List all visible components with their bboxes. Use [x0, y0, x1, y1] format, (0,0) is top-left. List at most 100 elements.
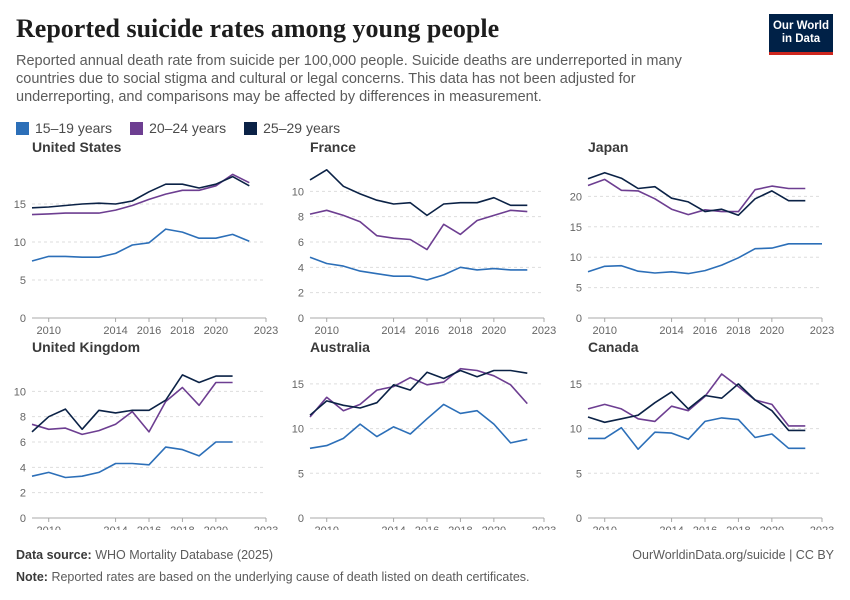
series-line: [309, 169, 528, 217]
x-tick-label: 2016: [693, 525, 717, 530]
data-source: Data source: WHO Mortality Database (202…: [16, 548, 273, 562]
x-tick-label: 2023: [532, 325, 556, 337]
y-tick-label: 10: [292, 424, 304, 436]
x-tick-label: 2010: [592, 325, 616, 337]
y-tick-label: 0: [20, 313, 26, 325]
chart-panel: Japan 0 5 10 15 20 2010 2014 2016 2018 2020 2023: [570, 140, 834, 337]
series-line: [587, 171, 806, 216]
legend-item-15-19[interactable]: 15–19 years: [16, 120, 112, 136]
x-tick-label: 2018: [170, 525, 194, 530]
note-value: Reported rates are based on the underlyi…: [51, 570, 530, 584]
owid-logo[interactable]: Our World in Data: [769, 14, 833, 55]
chart-panel: United States 0 5 10 15 2010 2014 2016 2018 2020 2…: [14, 140, 278, 337]
x-tick-label: 2010: [592, 525, 616, 530]
logo-line2: in Data: [781, 33, 821, 45]
x-tick-label: 2016: [137, 525, 161, 530]
x-tick-label: 2020: [760, 525, 784, 530]
x-tick-label: 2020: [482, 325, 506, 337]
y-tick-label: 8: [20, 412, 26, 424]
series-line: [31, 173, 250, 216]
y-tick-label: 5: [298, 468, 304, 480]
y-tick-label: 8: [298, 212, 304, 224]
y-tick-label: 10: [570, 252, 582, 264]
series-line: [588, 417, 806, 450]
x-tick-label: 2018: [448, 325, 472, 337]
y-tick-label: 6: [20, 437, 26, 449]
y-tick-label: 10: [570, 424, 582, 436]
x-tick-label: 2020: [760, 325, 784, 337]
y-tick-label: 0: [576, 513, 582, 525]
legend-label: 20–24 years: [149, 120, 227, 136]
credit-link[interactable]: OurWorldinData.org/suicide | CC BY: [632, 548, 834, 562]
series-line: [31, 441, 233, 479]
x-tick-label: 2023: [532, 525, 556, 530]
series-line: [309, 256, 528, 281]
x-tick-label: 2016: [693, 325, 717, 337]
x-tick-label: 2023: [254, 525, 278, 530]
y-tick-label: 20: [570, 191, 582, 203]
y-tick-label: 0: [576, 313, 582, 325]
y-tick-label: 0: [298, 313, 304, 325]
y-tick-label: 10: [14, 237, 26, 249]
x-tick-label: 2014: [103, 325, 127, 337]
y-tick-label: 10: [14, 386, 26, 398]
panel-title: Japan: [588, 140, 628, 155]
chart-panel: United Kingdom 0 2 4 6 8 10 2010 2014 2016 2018 202…: [14, 339, 278, 530]
x-tick-label: 2014: [381, 525, 405, 530]
series-line: [31, 228, 250, 262]
x-tick-label: 2020: [204, 325, 228, 337]
x-tick-label: 2023: [810, 325, 834, 337]
series-line: [31, 374, 233, 433]
y-tick-label: 0: [298, 513, 304, 525]
y-tick-label: 6: [298, 237, 304, 249]
x-tick-label: 2014: [381, 325, 405, 337]
series-line: [587, 243, 822, 275]
legend-swatch: [244, 121, 258, 135]
x-tick-label: 2010: [314, 525, 338, 530]
x-tick-label: 2018: [448, 525, 472, 530]
y-tick-label: 4: [20, 462, 26, 474]
legend-swatch: [16, 121, 29, 135]
chart-panel: Australia 0 5 10 15 2010 2014 2016 2018 2020 2023: [292, 339, 556, 530]
series-line: [31, 175, 250, 209]
x-tick-label: 2023: [810, 525, 834, 530]
chart-title: Reported suicide rates among young peopl…: [16, 14, 500, 43]
series-line: [309, 367, 528, 418]
x-tick-label: 2020: [204, 525, 228, 530]
y-tick-label: 15: [292, 379, 304, 391]
y-tick-label: 5: [576, 283, 582, 295]
x-tick-label: 2016: [415, 325, 439, 337]
x-tick-label: 2010: [314, 325, 338, 337]
x-tick-label: 2020: [482, 525, 506, 530]
y-tick-label: 2: [298, 288, 304, 300]
source-label: Data source:: [16, 548, 92, 562]
series-line: [587, 373, 806, 427]
x-tick-label: 2014: [103, 525, 127, 530]
series-line: [309, 209, 528, 251]
y-tick-label: 15: [570, 222, 582, 234]
y-tick-label: 0: [20, 513, 26, 525]
legend-label: 25–29 years: [263, 120, 341, 136]
y-tick-label: 4: [298, 262, 304, 274]
series-line: [587, 383, 806, 432]
x-tick-label: 2023: [254, 325, 278, 337]
legend-swatch: [130, 121, 144, 135]
x-tick-label: 2010: [36, 325, 60, 337]
y-tick-label: 2: [20, 488, 26, 500]
logo-line1: Our World: [772, 19, 829, 32]
legend-item-25-29[interactable]: 25–29 years: [244, 120, 340, 136]
panel-title: Canada: [588, 339, 639, 355]
panel-title: United Kingdom: [32, 339, 140, 355]
note-label: Note:: [16, 570, 48, 584]
series-line: [587, 178, 806, 216]
footnote: Note: Reported rates are based on the un…: [16, 570, 530, 584]
x-tick-label: 2018: [726, 325, 750, 337]
x-tick-label: 2014: [659, 525, 683, 530]
y-tick-label: 15: [570, 379, 582, 391]
source-value[interactable]: WHO Mortality Database (2025): [95, 548, 274, 562]
y-tick-label: 15: [14, 199, 26, 211]
legend-item-20-24[interactable]: 20–24 years: [130, 120, 226, 136]
x-tick-label: 2018: [726, 525, 750, 530]
panel-title: France: [310, 140, 356, 155]
